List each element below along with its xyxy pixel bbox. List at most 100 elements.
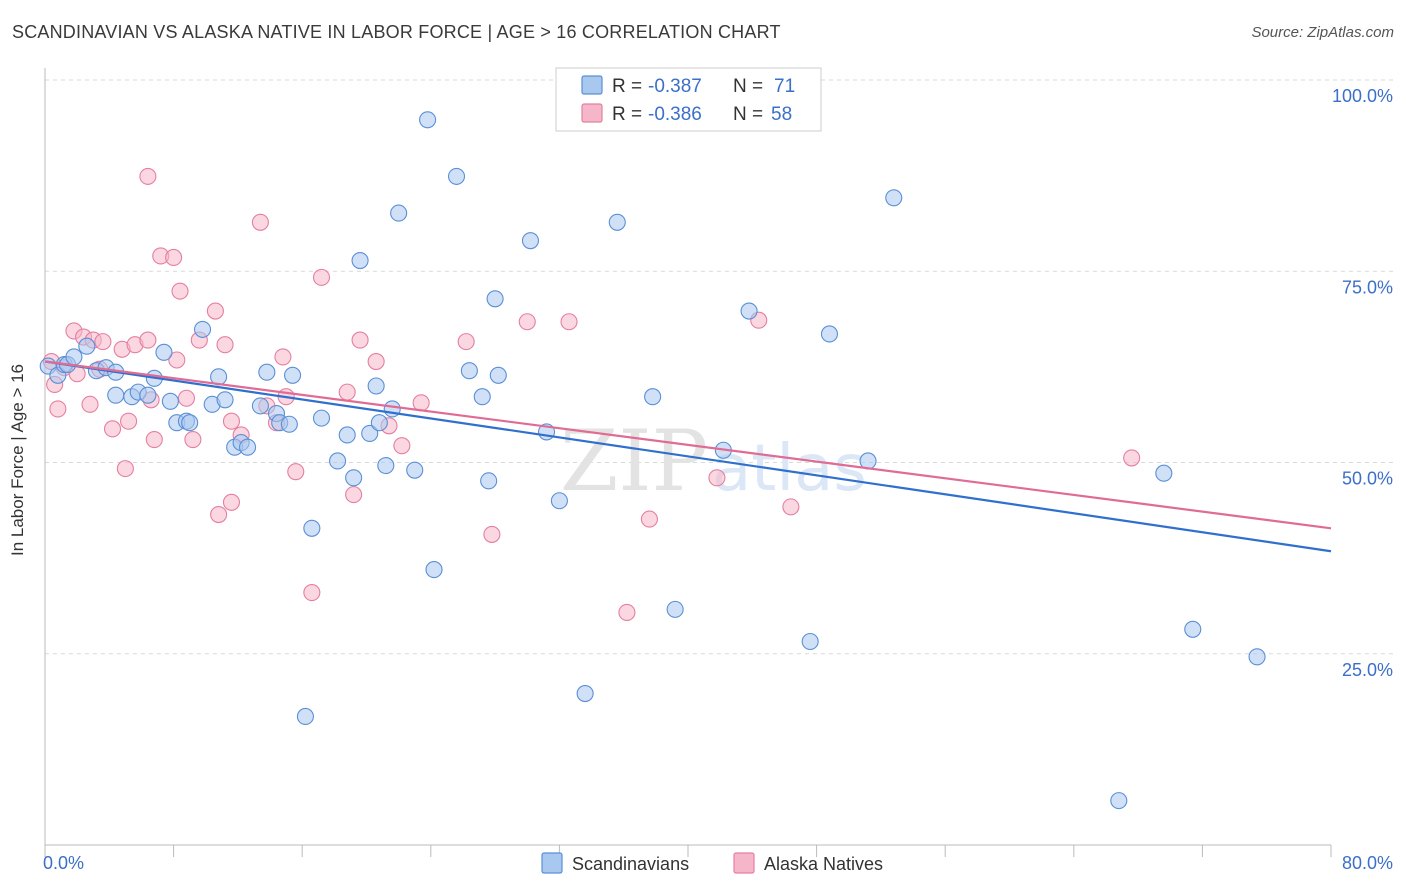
y-tick-label: 50.0% [1342, 469, 1393, 489]
legend-label-alaska-natives: Alaska Natives [764, 854, 883, 874]
gridlines [45, 79, 1394, 655]
scandinavians-point [193, 320, 212, 338]
alaska-natives-point [171, 282, 189, 300]
scandinavians-point [370, 414, 388, 432]
scandinavians-point [1155, 464, 1173, 482]
scandinavians-point [820, 325, 839, 343]
scandinavians-point [425, 561, 443, 579]
scandinavians-point [489, 366, 507, 384]
alaska-natives-point [303, 583, 321, 602]
alaska-natives-point [210, 505, 228, 524]
alaska-natives-point [103, 420, 122, 438]
scandinavians-point [473, 388, 491, 406]
alaska-natives-point [139, 167, 157, 185]
alaska-natives-point [139, 331, 157, 349]
scandinavians-point [801, 632, 819, 651]
n-value-pink: 58 [771, 104, 792, 125]
alaska-natives-point [145, 430, 163, 449]
scandinavians-point [406, 461, 424, 479]
scandinavians-point [338, 426, 356, 444]
scandinavians-point [486, 290, 504, 308]
alaska-natives-point [177, 389, 196, 407]
alaska-natives-point [81, 395, 99, 413]
alaska-natives-point [708, 469, 726, 487]
n-label-pink: N = [733, 104, 763, 125]
scandinavians-point [78, 337, 96, 355]
scandinavians-point [480, 472, 498, 490]
alaska-natives-point [216, 336, 234, 354]
alaska-natives-point [251, 213, 269, 231]
scandinavians-trend-line [44, 360, 1332, 553]
tick-labels: 100.0% 75.0% 50.0% 25.0% 0.0% 80.0% [43, 86, 1393, 873]
alaska-natives-point [518, 313, 536, 331]
alaska-natives-point [206, 302, 224, 320]
scandinavians-point [303, 519, 321, 537]
scandinavians-point [251, 397, 269, 415]
scandinavians-point [284, 366, 302, 384]
alaska-natives-point [274, 348, 292, 366]
scandinavians-point [390, 204, 408, 222]
legend-swatch-alaska-natives [733, 852, 755, 874]
alaska-natives-point [618, 603, 636, 621]
scandinavians-point [161, 392, 179, 410]
x-tick-label: 80.0% [1342, 853, 1393, 873]
scandinavians-swatch [581, 75, 603, 95]
n-value-blue: 71 [774, 76, 795, 97]
trend-lines [44, 360, 1332, 553]
scandinavians-point [740, 302, 758, 320]
scandinavians-point [608, 213, 626, 231]
scandinavians-point [419, 111, 437, 129]
alaska-natives-point [560, 313, 578, 331]
alaska-natives-point [345, 486, 363, 504]
source-credit: Source: ZipAtlas.com [1251, 24, 1394, 41]
alaska-natives-point [287, 463, 305, 481]
scandinavians-point [1110, 792, 1128, 810]
alaska-natives-point [168, 351, 186, 369]
scandinavians-point [312, 409, 331, 427]
alaska-natives-point [1123, 449, 1141, 467]
scandinavians-point [377, 457, 395, 475]
scandinavians-point [155, 343, 173, 361]
scandinavians-point [361, 424, 379, 442]
scandinavians-point [345, 469, 363, 487]
alaska-natives-point [312, 268, 331, 286]
alaska-natives-point [120, 412, 138, 430]
scandinavians-point [666, 600, 684, 618]
scandinavians-point [238, 438, 257, 456]
r-value-blue: -0.387 [648, 76, 702, 97]
scandinavians-points [39, 111, 1266, 810]
r-value-pink: -0.386 [648, 104, 702, 125]
r-label-pink: R = [612, 104, 642, 125]
y-tick-label: 75.0% [1342, 277, 1393, 297]
scandinavians-point [258, 363, 276, 381]
watermark-zip: ZIP [560, 412, 708, 510]
alaska-natives-point [393, 437, 411, 455]
alaska-natives-point [165, 248, 183, 267]
alaska-natives-trend-line [44, 360, 1332, 530]
alaska-natives-point [94, 333, 112, 351]
scandinavians-point [1248, 648, 1266, 666]
x-tick-label: 0.0% [43, 853, 84, 873]
scandinavians-point [1184, 620, 1202, 638]
scandinavians-point [329, 452, 347, 470]
scandinavians-point [65, 348, 83, 366]
alaska-natives-point [184, 430, 202, 449]
scandinavians-point [139, 386, 157, 404]
scandinavians-point [550, 492, 568, 510]
n-label-blue: N = [733, 76, 763, 97]
y-tick-label: 100.0% [1332, 86, 1393, 106]
scandinavians-point [351, 251, 369, 270]
watermark: ZIP atlas [560, 412, 867, 510]
scandinavians-point [280, 415, 298, 433]
alaska-natives-point [351, 331, 369, 349]
scandinavians-point [367, 377, 385, 395]
alaska-natives-point [412, 394, 430, 412]
y-tick-label: 25.0% [1342, 660, 1393, 680]
alaska-natives-point [338, 383, 356, 401]
scandinavians-point [460, 362, 478, 380]
axes [44, 68, 1332, 857]
series-legend: Scandinavians Alaska Natives [541, 852, 883, 874]
scandinavians-point [644, 388, 662, 406]
scandinavians-point [296, 707, 314, 726]
